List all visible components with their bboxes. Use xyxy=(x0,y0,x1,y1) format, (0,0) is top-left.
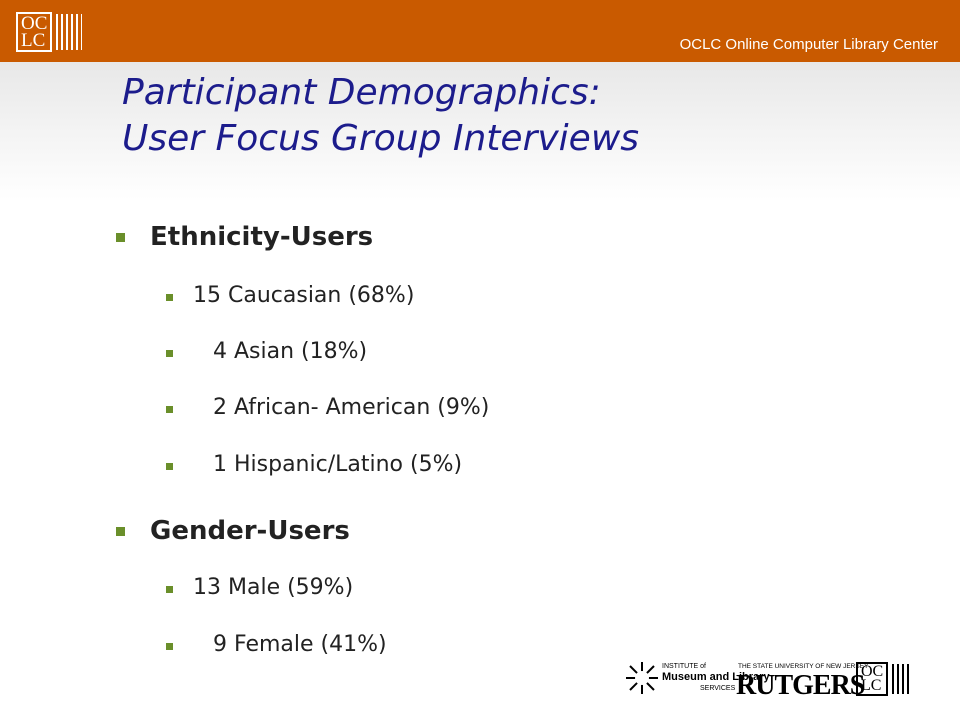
bullet xyxy=(166,406,173,413)
title-line: User Focus Group Interviews xyxy=(122,118,640,159)
list-item: 15 Caucasian (68%) xyxy=(193,283,415,308)
bullet xyxy=(166,586,173,593)
logo-box: OC LC xyxy=(16,12,53,52)
logo-text: LC xyxy=(861,677,882,694)
section-heading: Ethnicity-Users xyxy=(150,222,374,252)
rutgers-top: THE STATE UNIVERSITY OF NEW JERSEY xyxy=(738,663,869,670)
rutgers: RUTGERS xyxy=(736,670,865,701)
title-line: Participant Demographics: xyxy=(122,72,601,113)
org-name: OCLC Online Computer Library Center xyxy=(679,36,938,53)
logo-text: LC xyxy=(21,30,46,51)
logo-text: OC xyxy=(861,663,884,680)
oclc-logo: OC LC xyxy=(16,12,83,52)
logo-bars xyxy=(56,14,83,50)
bullet xyxy=(166,463,173,470)
list-item: 13 Male (59%) xyxy=(193,575,354,600)
list-item: 9 Female (41%) xyxy=(213,632,387,657)
list-item: 2 African- American (9%) xyxy=(213,395,490,420)
logo-box: OC LC xyxy=(856,662,889,696)
imls-text: SERVICES xyxy=(700,685,736,692)
list-item: 4 Asian (18%) xyxy=(213,339,368,364)
bullet xyxy=(166,294,173,301)
imls-text: Museum and Library xyxy=(662,671,770,683)
logo-bars xyxy=(892,664,913,694)
imls-text: INSTITUTE of xyxy=(662,663,706,670)
bullet xyxy=(166,350,173,357)
section-heading: Gender-Users xyxy=(150,516,350,546)
list-item: 1 Hispanic/Latino (5%) xyxy=(213,452,463,477)
bullet xyxy=(116,527,125,536)
bullet xyxy=(116,233,125,242)
oclc-logo-small: OC LC xyxy=(856,662,913,696)
imls-icon xyxy=(626,662,658,694)
logo-text: OC xyxy=(21,13,48,34)
bullet xyxy=(166,643,173,650)
header-bar: OC LC OCLC Online Computer Library Center xyxy=(0,0,960,62)
